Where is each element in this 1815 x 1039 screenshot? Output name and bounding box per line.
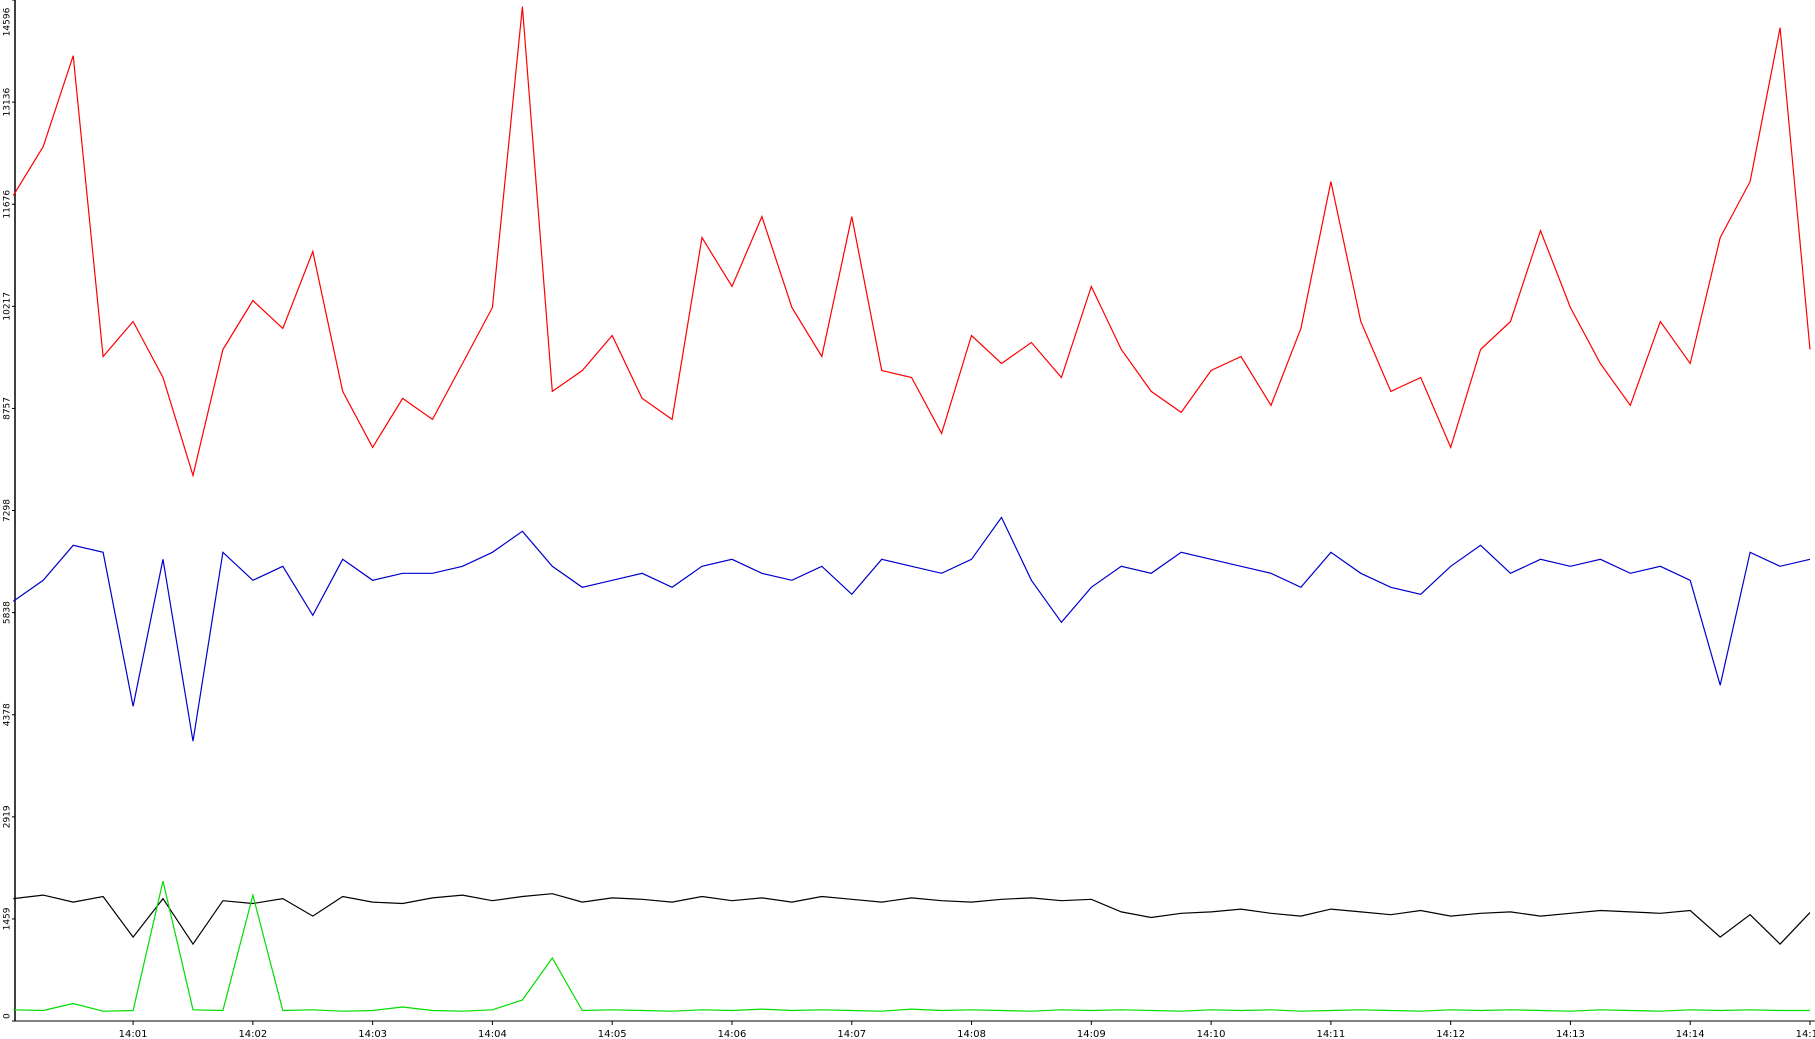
x-tick-label: 14:01 <box>119 1029 148 1039</box>
x-tick-label: 14:08 <box>957 1029 986 1039</box>
x-tick-label: 14:15 <box>1796 1029 1815 1039</box>
series-line <box>12 6 1811 478</box>
x-tick-label: 14:06 <box>718 1029 747 1039</box>
x-tick-label: 14:11 <box>1316 1029 1345 1039</box>
y-tick-label: 11676 <box>3 190 13 219</box>
y-tick-label: 10217 <box>3 292 13 321</box>
series-line <box>12 516 1811 742</box>
series-line <box>13 880 1810 1012</box>
x-tick-label: 14:10 <box>1197 1029 1226 1039</box>
x-tick-label: 14:07 <box>837 1029 866 1039</box>
x-tick-label: 14:14 <box>1676 1029 1705 1039</box>
y-tick-label: 2919 <box>3 805 13 828</box>
y-tick-label: 4378 <box>3 703 13 726</box>
y-tick-label: 7298 <box>3 499 13 522</box>
y-tick-label: 0 <box>3 1013 13 1019</box>
x-tick-label: 14:12 <box>1436 1029 1465 1039</box>
y-tick-label: 8757 <box>3 397 13 420</box>
x-tick-label: 14:09 <box>1077 1029 1106 1039</box>
x-tick-label: 14:05 <box>598 1029 627 1039</box>
x-tick-label: 14:13 <box>1556 1029 1585 1039</box>
y-tick-label: 13136 <box>3 88 13 117</box>
y-tick-label: 14596 <box>3 7 13 36</box>
x-tick-label: 14:04 <box>478 1029 507 1039</box>
y-tick-label: 1459 <box>3 907 13 930</box>
y-tick-label: 5838 <box>3 601 13 624</box>
series-line <box>13 893 1811 946</box>
x-tick-label: 14:02 <box>238 1029 267 1039</box>
x-tick-label: 14:03 <box>358 1029 387 1039</box>
